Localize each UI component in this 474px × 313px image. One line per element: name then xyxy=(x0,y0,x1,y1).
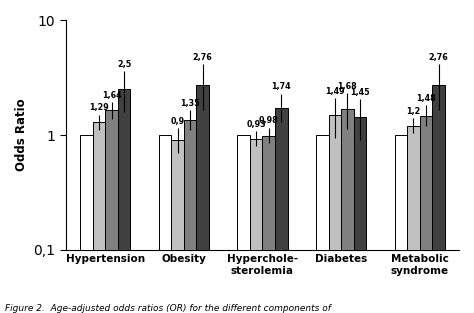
Text: 1,35: 1,35 xyxy=(180,99,200,108)
Y-axis label: Odds Ratio: Odds Ratio xyxy=(15,99,28,172)
Text: 1,29: 1,29 xyxy=(89,103,109,112)
Bar xyxy=(432,85,445,313)
Bar xyxy=(354,116,366,313)
Bar xyxy=(171,140,184,313)
Text: 2,76: 2,76 xyxy=(428,53,448,62)
Bar xyxy=(328,115,341,313)
Text: 1,68: 1,68 xyxy=(337,82,357,90)
Bar xyxy=(80,135,93,313)
Text: Figure 2.  Age-adjusted odds ratios (OR) for the different components of: Figure 2. Age-adjusted odds ratios (OR) … xyxy=(5,305,331,313)
Bar xyxy=(250,139,263,313)
Bar xyxy=(93,122,105,313)
Bar xyxy=(184,120,196,313)
Text: 0,93: 0,93 xyxy=(246,120,266,129)
Bar xyxy=(159,135,171,313)
Bar xyxy=(419,115,432,313)
Bar xyxy=(196,85,209,313)
Text: 0,98: 0,98 xyxy=(259,116,279,125)
Bar xyxy=(118,90,130,313)
Text: 2,5: 2,5 xyxy=(117,60,131,69)
Text: 1,49: 1,49 xyxy=(325,87,345,96)
Bar xyxy=(105,110,118,313)
Bar xyxy=(316,135,328,313)
Bar xyxy=(407,126,419,313)
Text: 0,9: 0,9 xyxy=(171,117,185,126)
Bar xyxy=(341,109,354,313)
Text: 1,48: 1,48 xyxy=(416,94,436,103)
Text: 1,2: 1,2 xyxy=(406,107,420,116)
Bar xyxy=(275,107,288,313)
Text: 2,76: 2,76 xyxy=(193,53,213,62)
Bar xyxy=(394,135,407,313)
Text: 1,74: 1,74 xyxy=(272,82,291,91)
Text: 1,45: 1,45 xyxy=(350,88,370,97)
Bar xyxy=(263,136,275,313)
Bar xyxy=(237,135,250,313)
Text: 1,64: 1,64 xyxy=(102,91,121,100)
